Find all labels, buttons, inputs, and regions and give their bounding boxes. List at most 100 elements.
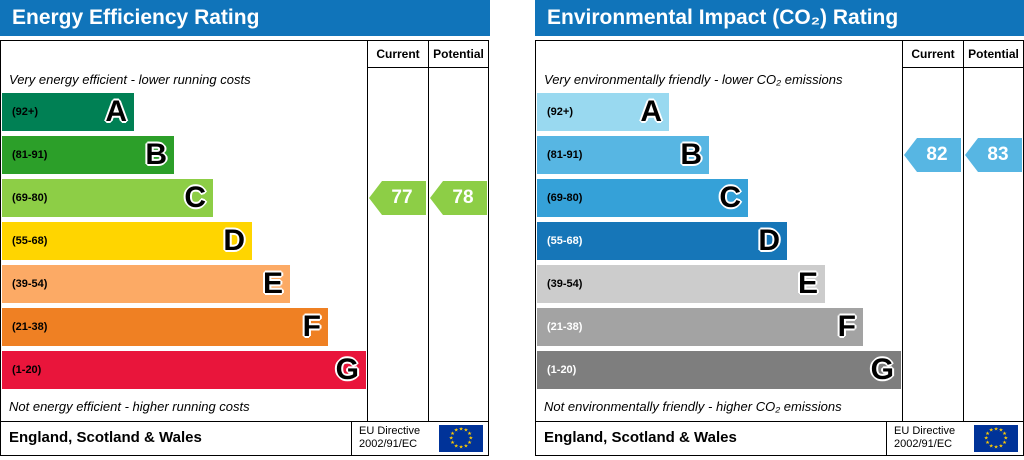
- rating-table: Current Potential Very environmentally f…: [535, 40, 1024, 456]
- svg-text:★: ★: [989, 428, 994, 434]
- svg-text:★: ★: [994, 445, 999, 451]
- band-letter: B: [145, 138, 167, 171]
- potential-rating-arrow: 78: [430, 181, 487, 215]
- band-range-label: (55-68): [12, 235, 48, 247]
- eu-flag-icon: ★ ★ ★ ★ ★ ★ ★ ★ ★ ★ ★ ★: [439, 425, 483, 452]
- column-divider: [963, 41, 964, 421]
- svg-text:★: ★: [985, 440, 990, 446]
- eu-directive-line1: EU Directive: [894, 425, 956, 437]
- svg-text:★: ★: [985, 431, 990, 437]
- chart-title: Environmental Impact (CO₂) Rating: [535, 0, 1024, 36]
- band-letter: A: [640, 95, 662, 128]
- svg-text:★: ★: [449, 436, 454, 442]
- column-divider: [367, 41, 368, 421]
- band-range-label: (1-20): [12, 364, 42, 376]
- region-label: England, Scotland & Wales: [9, 429, 202, 446]
- potential-rating-arrow: 83: [965, 138, 1022, 172]
- band-range-label: (81-91): [547, 149, 583, 161]
- column-header-rule: [367, 67, 488, 68]
- band-row-b: (81-91) B: [537, 136, 709, 174]
- current-rating-arrow: 77: [369, 181, 426, 215]
- band-letter: F: [302, 310, 321, 343]
- energy-efficiency-chart: Energy Efficiency Rating Current Potenti…: [0, 0, 490, 460]
- band-row-a: (92+) A: [2, 93, 134, 131]
- eu-directive-label: EU Directive 2002/91/EC: [894, 425, 955, 451]
- band-row-d: (55-68) D: [2, 222, 252, 260]
- eu-flag-icon: ★ ★ ★ ★ ★ ★ ★ ★ ★ ★ ★ ★: [974, 425, 1018, 452]
- bottom-caption: Not environmentally friendly - higher CO…: [544, 399, 842, 414]
- top-caption: Very energy efficient - lower running co…: [9, 72, 251, 87]
- top-caption: Very environmentally friendly - lower CO…: [544, 72, 843, 87]
- band-range-label: (81-91): [12, 149, 48, 161]
- chart-title: Energy Efficiency Rating: [0, 0, 490, 36]
- svg-text:★: ★: [994, 427, 999, 433]
- band-range-label: (21-38): [12, 321, 48, 333]
- column-header-current: Current: [911, 47, 955, 61]
- svg-text:★: ★: [467, 440, 472, 446]
- bottom-caption: Not energy efficient - higher running co…: [9, 399, 250, 414]
- svg-text:★: ★: [454, 443, 459, 449]
- column-header-potential: Potential: [968, 47, 1019, 61]
- svg-text:★: ★: [998, 443, 1003, 449]
- band-range-label: (69-80): [12, 192, 48, 204]
- current-rating-arrow: 82: [904, 138, 961, 172]
- column-header-rule: [902, 67, 1023, 68]
- band-range-label: (21-38): [547, 321, 583, 333]
- svg-text:★: ★: [1002, 431, 1007, 437]
- band-range-label: (92+): [547, 106, 573, 118]
- svg-text:★: ★: [459, 445, 464, 451]
- footer-divider: [886, 422, 887, 455]
- band-row-g: (1-20) G: [2, 351, 366, 389]
- band-letter: C: [184, 181, 206, 214]
- band-range-label: (39-54): [12, 278, 48, 290]
- band-range-label: (39-54): [547, 278, 583, 290]
- band-letter: C: [719, 181, 741, 214]
- band-letter: G: [335, 353, 359, 386]
- band-letter: A: [105, 95, 127, 128]
- eu-directive-line2: 2002/91/EC: [359, 438, 418, 450]
- band-range-label: (55-68): [547, 235, 583, 247]
- rating-table: Current Potential Very energy efficient …: [0, 40, 489, 456]
- chart-footer: England, Scotland & Wales EU Directive 2…: [536, 421, 1023, 455]
- eu-directive-line2: 2002/91/EC: [894, 438, 953, 450]
- band-row-g: (1-20) G: [537, 351, 901, 389]
- column-divider: [428, 41, 429, 421]
- svg-text:★: ★: [459, 427, 464, 433]
- band-range-label: (1-20): [547, 364, 577, 376]
- potential-rating-value: 78: [452, 187, 474, 208]
- environmental-impact-chart: Environmental Impact (CO₂) Rating Curren…: [535, 0, 1024, 460]
- band-row-a: (92+) A: [537, 93, 669, 131]
- band-row-f: (21-38) F: [2, 308, 328, 346]
- svg-text:★: ★: [463, 428, 468, 434]
- band-row-f: (21-38) F: [537, 308, 863, 346]
- svg-text:★: ★: [463, 443, 468, 449]
- region-label: England, Scotland & Wales: [544, 429, 737, 446]
- rating-bands: (92+) A (81-91) B (69-80) C (55-68) D (39-54) E (2…: [1, 41, 488, 455]
- current-rating-value: 82: [926, 144, 948, 165]
- band-row-c: (69-80) C: [537, 179, 748, 217]
- column-header-current: Current: [376, 47, 420, 61]
- svg-text:★: ★: [468, 436, 473, 442]
- band-letter: D: [758, 224, 780, 257]
- band-letter: E: [262, 267, 283, 300]
- chart-footer: England, Scotland & Wales EU Directive 2…: [1, 421, 488, 455]
- svg-text:★: ★: [1002, 440, 1007, 446]
- svg-text:★: ★: [467, 431, 472, 437]
- rating-bands: (92+) A (81-91) B (69-80) C (55-68) D (39-54) E (2…: [536, 41, 1023, 455]
- svg-text:★: ★: [989, 443, 994, 449]
- band-row-c: (69-80) C: [2, 179, 213, 217]
- band-row-d: (55-68) D: [537, 222, 787, 260]
- band-letter: G: [870, 353, 894, 386]
- band-row-e: (39-54) E: [2, 265, 290, 303]
- column-header-potential: Potential: [433, 47, 484, 61]
- band-letter: F: [837, 310, 856, 343]
- band-range-label: (69-80): [547, 192, 583, 204]
- eu-directive-line1: EU Directive: [359, 425, 421, 437]
- band-letter: D: [223, 224, 245, 257]
- svg-text:★: ★: [450, 431, 455, 437]
- band-range-label: (92+): [12, 106, 38, 118]
- potential-rating-value: 83: [987, 144, 1009, 165]
- svg-text:★: ★: [998, 428, 1003, 434]
- band-row-e: (39-54) E: [537, 265, 825, 303]
- svg-text:★: ★: [984, 436, 989, 442]
